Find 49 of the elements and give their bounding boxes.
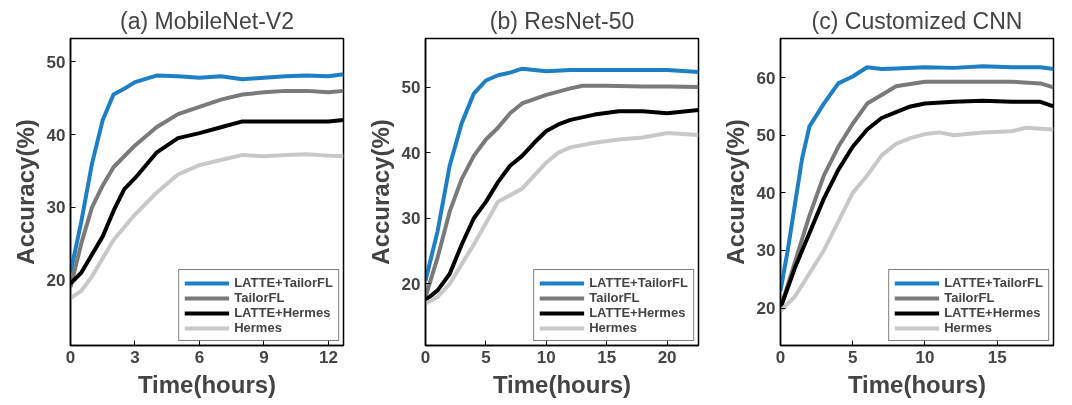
x-tick-label: 5 — [481, 347, 491, 367]
x-tick-label: 15 — [987, 347, 1007, 367]
y-tick-label: 20 — [46, 271, 66, 291]
legend-label: TailorFL — [234, 290, 285, 305]
y-tick-label: 20 — [756, 299, 776, 319]
legend-label: LATTE+TailorFL — [589, 275, 688, 290]
x-tick-label: 20 — [657, 347, 677, 367]
legend-label: Hermes — [589, 320, 637, 335]
legend-label: Hermes — [234, 320, 282, 335]
x-tick-label: 6 — [194, 347, 205, 367]
x-axis-title: Time(hours) — [492, 370, 632, 398]
x-tick-label: 3 — [130, 347, 140, 367]
y-tick-label: 30 — [46, 198, 66, 218]
y-tick-label: 30 — [756, 241, 776, 261]
x-tick-label: 5 — [847, 347, 858, 367]
legend-label: TailorFL — [944, 290, 995, 305]
y-tick-label: 40 — [46, 125, 66, 145]
y-tick-label: 50 — [46, 52, 66, 72]
x-axis-title: Time(hours) — [847, 370, 987, 398]
y-tick-label: 30 — [401, 209, 421, 229]
y-tick-label: 20 — [401, 274, 421, 294]
x-tick-label: 0 — [775, 347, 786, 367]
line-series — [70, 152, 344, 301]
legend-label: LATTE+Hermes — [589, 305, 686, 320]
y-tick-label: 60 — [756, 68, 776, 88]
legend-label: LATTE+Hermes — [944, 305, 1041, 320]
chart-title: (c) Customized CNN — [811, 7, 1023, 34]
x-tick-label: 9 — [259, 347, 269, 367]
y-axis-title: Accuracy(%) — [11, 119, 39, 265]
chart-title: (b) ResNet-50 — [489, 7, 635, 34]
legend-label: Hermes — [944, 320, 992, 335]
legend-label: LATTE+Hermes — [234, 305, 331, 320]
y-axis-title: Accuracy(%) — [366, 119, 394, 265]
y-tick-label: 50 — [756, 126, 776, 146]
chart-title: (a) MobileNet-V2 — [120, 7, 294, 34]
legend-label: TailorFL — [589, 290, 640, 305]
legend-label: LATTE+TailorFL — [944, 275, 1043, 290]
x-tick-label: 12 — [319, 347, 338, 367]
y-axis-title: Accuracy(%) — [721, 119, 749, 265]
x-tick-label: 15 — [597, 347, 617, 367]
y-tick-label: 40 — [756, 183, 776, 203]
x-axis-title: Time(hours) — [137, 370, 277, 398]
y-tick-label: 50 — [401, 78, 421, 98]
x-tick-label: 0 — [65, 347, 76, 367]
x-tick-label: 0 — [420, 347, 431, 367]
x-tick-label: 10 — [915, 347, 935, 367]
x-tick-label: 10 — [536, 347, 556, 367]
legend-label: LATTE+TailorFL — [234, 275, 333, 290]
y-tick-label: 40 — [401, 143, 421, 163]
